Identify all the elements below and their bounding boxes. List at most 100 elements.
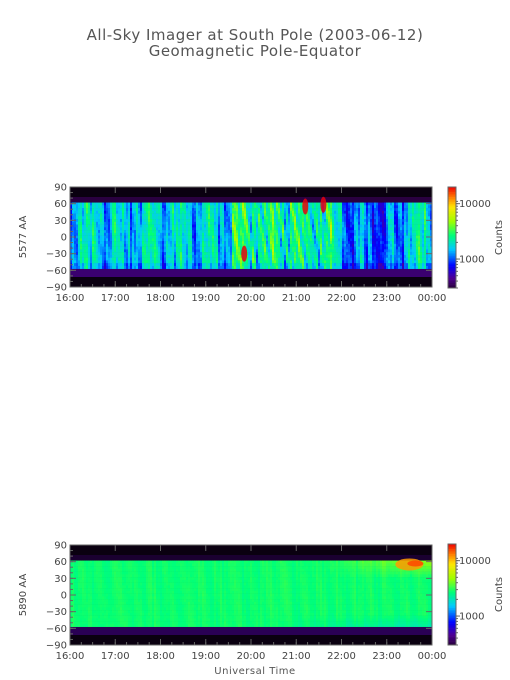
- heatmap-cell: [208, 260, 211, 264]
- heatmap-cell: [114, 230, 117, 234]
- heatmap-cell: [300, 241, 303, 245]
- heatmap-cell: [70, 585, 73, 589]
- heatmap-cell: [106, 219, 109, 223]
- heatmap-cell: [342, 254, 345, 258]
- heatmap-cell: [308, 238, 311, 242]
- heatmap-cell: [208, 213, 211, 217]
- heatmap-cell: [242, 260, 245, 264]
- heatmap-cell: [140, 252, 143, 256]
- heatmap-cell: [274, 210, 277, 214]
- heatmap-cell: [172, 249, 175, 253]
- heatmap-cell: [108, 243, 111, 247]
- heatmap-cell: [204, 265, 207, 269]
- heatmap-cell: [316, 227, 319, 231]
- heatmap-cell: [156, 224, 159, 228]
- heatmap-cell: [204, 216, 207, 220]
- heatmap-cell: [164, 221, 167, 225]
- heatmap-cell: [198, 230, 201, 234]
- heatmap-cell: [346, 249, 349, 253]
- heatmap-cell: [312, 238, 315, 242]
- heatmap-cell: [316, 254, 319, 258]
- heatmap-cell: [412, 246, 415, 250]
- heatmap-cell: [82, 230, 85, 234]
- heatmap-cell: [98, 563, 101, 567]
- heatmap-cell: [356, 221, 359, 225]
- heatmap-cell: [92, 241, 95, 245]
- heatmap-cell: [342, 249, 345, 253]
- heatmap-cell: [150, 238, 153, 242]
- heatmap-cell: [216, 208, 219, 212]
- heatmap-cell: [266, 227, 269, 231]
- heatmap-cell: [188, 235, 191, 239]
- heatmap-cell: [78, 221, 81, 225]
- heatmap-cell: [90, 249, 93, 253]
- heatmap-cell: [312, 208, 315, 212]
- heatmap-cell: [146, 227, 149, 231]
- heatmap-cell: [150, 219, 153, 223]
- heatmap-cell: [392, 227, 395, 231]
- heatmap-cell: [362, 254, 365, 258]
- heatmap-cell: [258, 257, 261, 261]
- heatmap-cell: [182, 213, 185, 217]
- colorbar-segment: [448, 259, 456, 262]
- heatmap-cell: [354, 246, 357, 250]
- heatmap-cell: [270, 249, 273, 253]
- heatmap-cell: [374, 243, 377, 247]
- heatmap-cell: [314, 235, 317, 239]
- heatmap-cell: [424, 260, 427, 264]
- heatmap-cell: [82, 257, 85, 261]
- heatmap-cell: [140, 221, 143, 225]
- x-tick-label: 20:00: [237, 293, 266, 304]
- heatmap-cell: [262, 246, 265, 250]
- heatmap-cell: [84, 610, 87, 614]
- heatmap-cell: [74, 568, 77, 572]
- x-tick-label: 21:00: [282, 293, 311, 304]
- heatmap-cell: [332, 241, 335, 245]
- heatmap-cell: [350, 232, 353, 236]
- heatmap-cell: [354, 263, 357, 267]
- heatmap-cell: [414, 241, 417, 245]
- heatmap-cell: [134, 205, 137, 209]
- heatmap-cell: [254, 249, 257, 253]
- heatmap-lower-band: [70, 626, 432, 635]
- heatmap-cell: [164, 257, 167, 261]
- heatmap-cell: [302, 238, 305, 242]
- heatmap-cell: [372, 224, 375, 228]
- heatmap-cell: [254, 243, 257, 247]
- heatmap-cell: [384, 221, 387, 225]
- heatmap-cell: [246, 227, 249, 231]
- heatmap-cell: [182, 243, 185, 247]
- heatmap-cell: [318, 224, 321, 228]
- heatmap-cell: [142, 260, 145, 264]
- heatmap-cell: [200, 243, 203, 247]
- heatmap-cell: [332, 213, 335, 217]
- heatmap-cell: [74, 263, 77, 267]
- heatmap-cell: [418, 235, 421, 239]
- heatmap-cell: [360, 210, 363, 214]
- heatmap-cell: [420, 257, 423, 261]
- heatmap-cell: [106, 563, 109, 567]
- heatmap-cell: [284, 252, 287, 256]
- heatmap-cell: [156, 249, 159, 253]
- heatmap-cell: [240, 219, 243, 223]
- heatmap-cell: [206, 202, 209, 206]
- heatmap-cell: [252, 263, 255, 267]
- heatmap-cell: [190, 208, 193, 212]
- heatmap-cell: [272, 241, 275, 245]
- heatmap-cell: [418, 257, 421, 261]
- heatmap-cell: [240, 246, 243, 250]
- heatmap-cell: [198, 263, 201, 267]
- heatmap-cell: [86, 563, 89, 567]
- heatmap-cell: [80, 588, 83, 592]
- heatmap-cell: [234, 265, 237, 269]
- heatmap-cell: [384, 249, 387, 253]
- heatmap-cell: [288, 252, 291, 256]
- heatmap-cell: [318, 221, 321, 225]
- heatmap-cell: [338, 238, 341, 242]
- heatmap-cell: [332, 263, 335, 267]
- heatmap-cell: [322, 213, 325, 217]
- heatmap-cell: [226, 216, 229, 220]
- heatmap-cell: [368, 202, 371, 206]
- heatmap-cell: [276, 216, 279, 220]
- heatmap-cell: [74, 566, 77, 570]
